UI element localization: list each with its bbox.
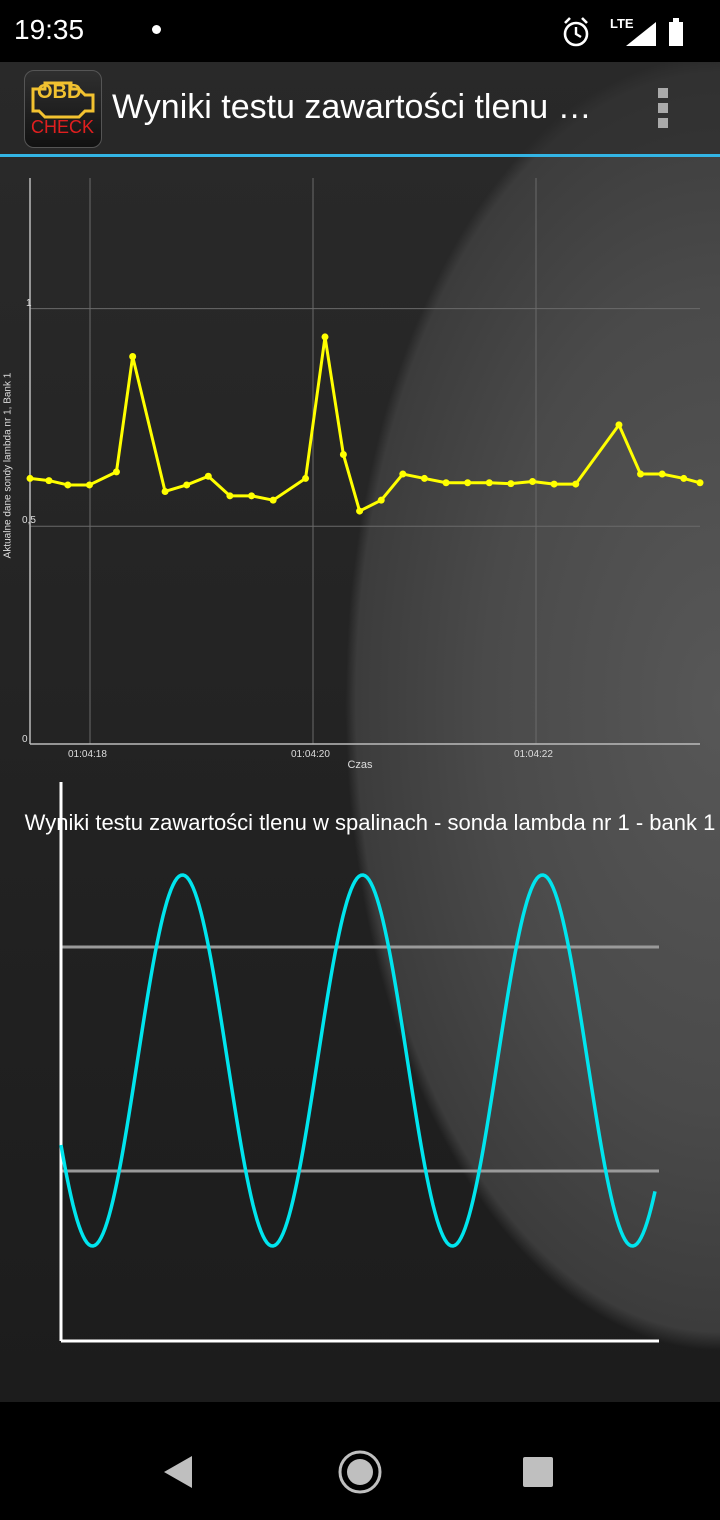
- data-point: [507, 480, 515, 488]
- dot-icon: [658, 103, 668, 113]
- app-logo: OBD CHECK: [24, 70, 102, 148]
- data-point: [550, 480, 558, 488]
- data-point: [204, 472, 212, 480]
- engine-icon: [31, 81, 95, 119]
- sine-series-line: [59, 873, 657, 1248]
- logo-check-text: CHECK: [31, 117, 95, 137]
- y-tick-label: 0: [22, 734, 28, 745]
- status-time: 19:35: [14, 14, 85, 45]
- x-tick-label: 01:04:22: [514, 749, 553, 760]
- status-bar: 19:35 LTE: [0, 0, 720, 62]
- data-point: [183, 481, 191, 489]
- data-point: [658, 470, 666, 478]
- x-tick-label: 01:04:20: [291, 749, 330, 760]
- data-point: [464, 479, 472, 487]
- notification-dot-icon: [152, 25, 161, 34]
- data-point: [226, 492, 234, 500]
- lambda-line-chart: [26, 178, 704, 745]
- signal-icon: [626, 22, 656, 46]
- data-point: [615, 421, 623, 429]
- dot-icon: [658, 118, 668, 128]
- data-point: [248, 492, 256, 500]
- sine-wave-chart: [59, 782, 659, 1343]
- data-point: [637, 470, 645, 478]
- data-point: [85, 481, 93, 489]
- navigation-bar: [0, 1402, 720, 1520]
- app-background: [0, 62, 720, 1402]
- back-icon[interactable]: [160, 1454, 196, 1490]
- y-tick-label: 0,5: [22, 515, 36, 526]
- x-tick-label: 01:04:18: [68, 749, 107, 760]
- data-point: [26, 474, 34, 482]
- alarm-icon: [563, 17, 589, 47]
- data-point: [269, 496, 277, 504]
- data-point: [112, 468, 120, 476]
- logo-obd-text: OBD: [37, 81, 82, 103]
- data-point: [356, 507, 364, 515]
- dot-icon: [658, 88, 668, 98]
- page-title: Wyniki testu zawartości tlenu w spalinac…: [112, 88, 592, 126]
- network-label: LTE: [610, 16, 634, 31]
- home-icon[interactable]: [337, 1449, 383, 1495]
- data-point: [302, 474, 310, 482]
- x-axis-label: Czas: [347, 759, 373, 771]
- data-point: [680, 474, 688, 482]
- data-point: [45, 477, 53, 485]
- app-bar: OBD CHECK Wyniki testu zawartości tlenu …: [0, 62, 720, 157]
- data-point: [485, 479, 493, 487]
- overflow-menu-button[interactable]: [652, 88, 674, 134]
- battery-icon: [669, 18, 683, 46]
- data-point: [529, 477, 536, 485]
- chart-title: Wyniki testu zawartości tlenu w spalinac…: [24, 810, 716, 835]
- status-icons: LTE: [563, 16, 683, 47]
- data-point: [64, 481, 72, 489]
- y-axis-label: Aktualne dane sondy lambda nr 1, Bank 1: [2, 372, 14, 559]
- data-point: [696, 479, 704, 487]
- data-point: [377, 496, 385, 504]
- data-point: [420, 474, 428, 482]
- series-line: [29, 335, 701, 513]
- data-point: [161, 487, 169, 495]
- data-point: [572, 480, 580, 488]
- y-tick-label: 1: [26, 298, 32, 309]
- data-point: [442, 479, 450, 487]
- data-point: [399, 470, 407, 478]
- data-point: [129, 353, 137, 361]
- data-point: [339, 450, 347, 458]
- data-point: [321, 333, 329, 341]
- recents-icon[interactable]: [522, 1456, 554, 1488]
